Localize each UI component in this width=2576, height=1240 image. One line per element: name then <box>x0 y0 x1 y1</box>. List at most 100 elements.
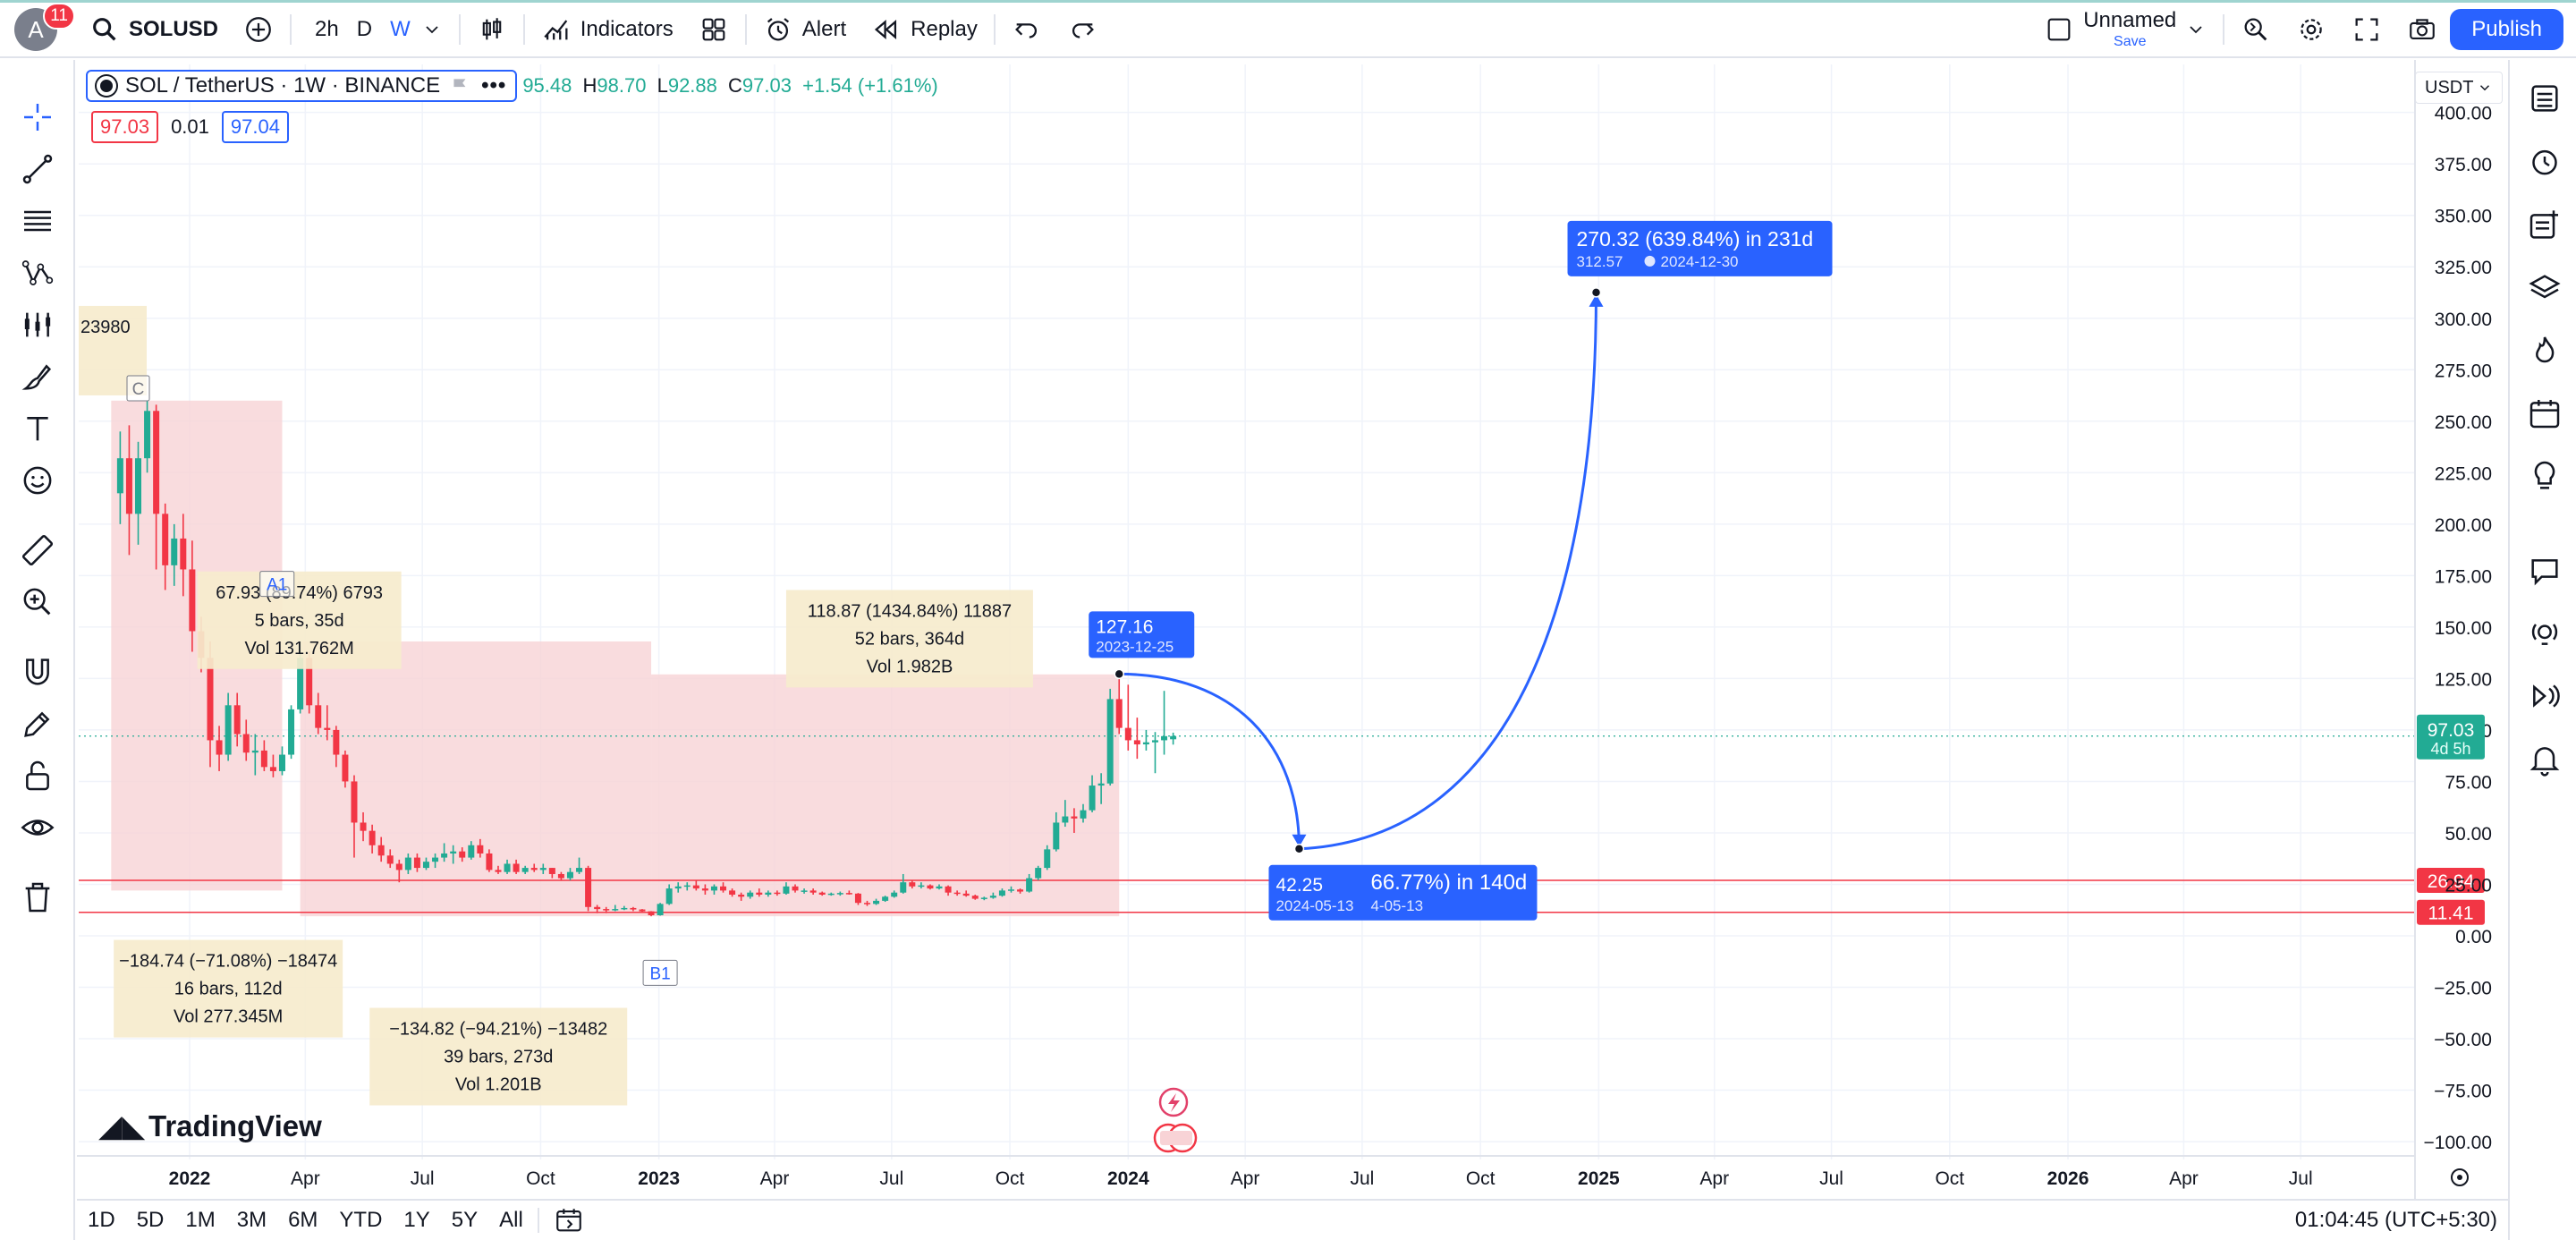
fullscreen-button[interactable] <box>2339 2 2394 57</box>
symbol-legend[interactable]: SOL / TetherUS · 1W · BINANCE ••• <box>86 70 518 102</box>
interval-group: 2h D W <box>295 2 455 57</box>
undo-button[interactable] <box>999 2 1055 57</box>
candle-body <box>1053 822 1060 850</box>
projection-point[interactable] <box>1590 287 1602 298</box>
chats-button[interactable] <box>2526 552 2563 590</box>
range-3m[interactable]: 3M <box>236 1208 267 1232</box>
notifications-button[interactable] <box>2526 740 2563 777</box>
redo-button[interactable] <box>1055 2 1110 57</box>
interval-w[interactable]: W <box>390 17 411 41</box>
hotlists-button[interactable] <box>2526 332 2563 369</box>
chart-type-button[interactable] <box>464 2 520 57</box>
range-5y[interactable]: 5Y <box>451 1208 479 1232</box>
wave-label-box[interactable] <box>259 571 295 598</box>
streams-button[interactable] <box>2526 615 2563 652</box>
settings-button[interactable] <box>2284 2 2339 57</box>
time-tick-label: 2023 <box>638 1168 680 1189</box>
stay-drawing-tool[interactable] <box>18 704 57 743</box>
replay-button[interactable]: Replay <box>859 2 990 57</box>
range-5d[interactable]: 5D <box>136 1208 165 1232</box>
candle-body <box>639 909 646 912</box>
range-label[interactable]: 67.93 (89.74%) 6793 5 bars, 35d Vol 131.76… <box>197 571 402 669</box>
range-all[interactable]: All <box>499 1208 523 1232</box>
time-axis[interactable]: 2022 Apr Jul Oct 2023 Apr Jul Oct 2024 Apr Jul Oct 2… <box>77 1155 2469 1189</box>
candle <box>630 906 637 912</box>
range-box[interactable] <box>300 641 652 917</box>
avatar[interactable]: A 11 <box>14 3 75 51</box>
candle <box>566 868 573 880</box>
candle <box>1062 800 1069 828</box>
layouts-button[interactable] <box>686 2 741 57</box>
candle-body <box>404 857 411 871</box>
lock-drawings-tool[interactable] <box>18 756 57 795</box>
ruler-tool[interactable] <box>18 531 57 570</box>
range-label[interactable]: 118.87 (1434.84%) 11887 52 bars, 364d Vol … <box>785 590 1033 688</box>
crosshair-tool[interactable] <box>18 98 57 137</box>
layout-menu[interactable]: Unnamed Save <box>2031 2 2219 57</box>
axis-settings-icon[interactable] <box>2451 1168 2469 1186</box>
candle <box>530 863 538 872</box>
indicators-button[interactable]: Indicators <box>529 2 686 57</box>
watchlist-button[interactable] <box>2526 80 2563 117</box>
range-1y[interactable]: 1Y <box>403 1208 430 1232</box>
projection-arc-down[interactable] <box>1119 672 1301 849</box>
tradingview-logo-mark: ◢◣ <box>98 1109 146 1143</box>
quick-search-button[interactable] <box>2228 2 2284 57</box>
pattern-tool[interactable] <box>18 253 57 293</box>
snapshot-button[interactable] <box>2394 2 2450 57</box>
range-label[interactable]: −134.82 (−94.21%) −13482 39 bars, 273d Vol… <box>369 1007 628 1106</box>
clock-timezone[interactable]: 01:04:45 (UTC+5:30) <box>2294 1208 2497 1232</box>
price-axis[interactable]: 26.94 11.41 400.00 375.00 350.00 325.00 300.00… <box>2414 60 2508 1199</box>
sell-price-button[interactable]: 97.03 <box>91 111 159 143</box>
trend-line-tool[interactable] <box>18 149 57 189</box>
price-tick-label: 350.00 <box>2435 207 2492 227</box>
candle <box>269 754 276 777</box>
candle-body <box>269 767 276 771</box>
wave-label-box[interactable] <box>642 959 678 986</box>
interval-d[interactable]: D <box>356 17 373 41</box>
range-6m[interactable]: 6M <box>288 1208 318 1232</box>
projection-point[interactable] <box>1114 668 1124 680</box>
fib-tool[interactable] <box>18 201 57 241</box>
brush-tool[interactable] <box>18 357 57 396</box>
range-label[interactable]: −184.74 (−71.08%) −18474 16 bars, 112d Vol… <box>114 939 343 1038</box>
alert-button[interactable]: Alert <box>750 2 859 57</box>
trade-prices: 97.03 0.01 97.04 <box>91 111 289 143</box>
calendar-button[interactable] <box>2526 395 2563 432</box>
ideas-button[interactable] <box>2526 457 2563 495</box>
symbol-search-button[interactable]: SOLUSD <box>77 2 231 57</box>
projection-arc-up[interactable] <box>1299 292 1598 851</box>
more-icon[interactable]: ••• <box>481 73 507 98</box>
currency-select[interactable]: USDT <box>2415 72 2503 104</box>
prediction-tool[interactable] <box>18 305 57 344</box>
publish-button[interactable]: Publish <box>2450 9 2563 50</box>
buy-price-button[interactable]: 97.04 <box>221 111 289 143</box>
interval-2h[interactable]: 2h <box>315 17 339 41</box>
goto-date-button[interactable] <box>543 1205 595 1236</box>
hide-drawings-tool[interactable] <box>18 808 57 847</box>
alerts-panel-button[interactable] <box>2526 142 2563 180</box>
low-label-date: 2024-05-13 <box>1275 897 1353 914</box>
alert-label: Alert <box>801 17 847 41</box>
zoom-tool[interactable] <box>18 582 57 622</box>
magnet-tool[interactable] <box>18 652 57 692</box>
candle <box>153 404 160 570</box>
wave-label-box[interactable] <box>126 375 150 402</box>
emoji-tool[interactable] <box>18 461 57 500</box>
layers-button[interactable] <box>2526 269 2563 307</box>
flag-icon[interactable] <box>449 74 472 98</box>
candle <box>395 859 402 883</box>
range-1d[interactable]: 1D <box>88 1208 115 1232</box>
text-tool[interactable] <box>18 409 57 448</box>
replay-panel-button[interactable] <box>2526 677 2563 715</box>
chevron-down-icon[interactable] <box>421 19 443 40</box>
compare-symbol-button[interactable] <box>231 2 286 57</box>
range-ytd[interactable]: YTD <box>339 1208 383 1232</box>
remove-drawings-tool[interactable] <box>18 878 57 917</box>
projection-point[interactable] <box>1293 844 1305 854</box>
object-tree-button[interactable] <box>2526 207 2563 244</box>
candle <box>585 865 592 912</box>
range-1m[interactable]: 1M <box>185 1208 216 1232</box>
